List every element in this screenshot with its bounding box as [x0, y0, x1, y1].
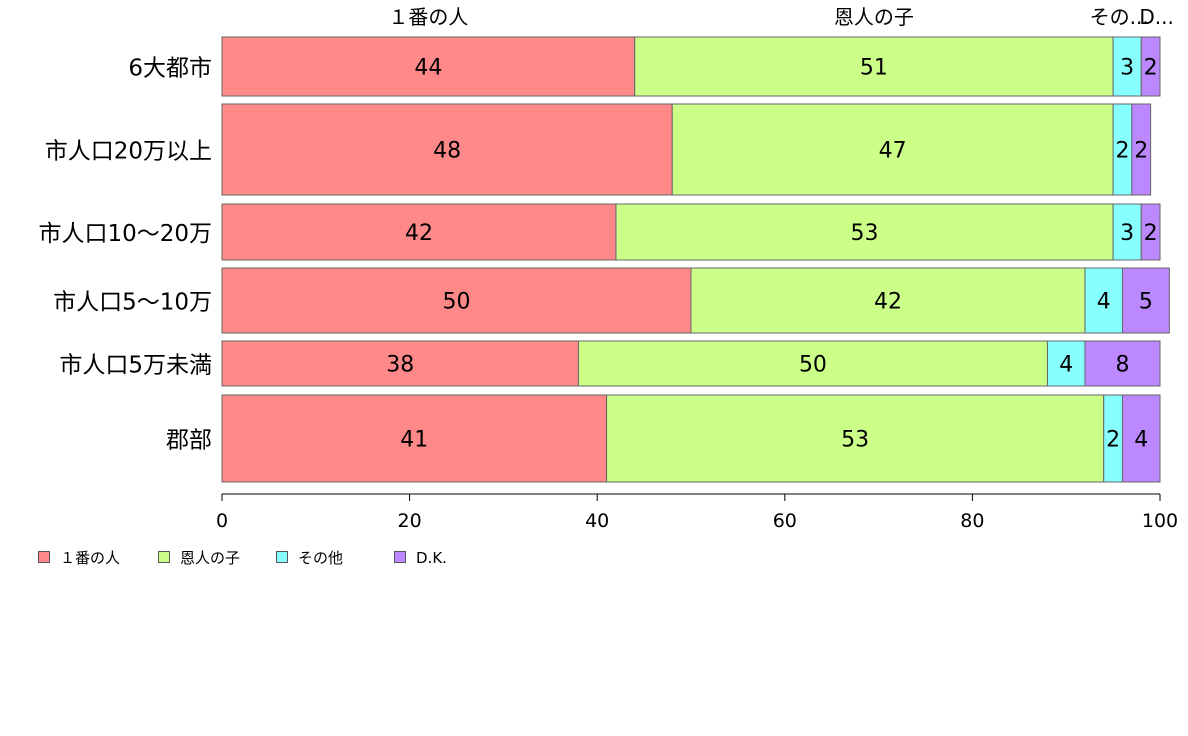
- value-label-1-3: 3: [1120, 56, 1134, 81]
- top-series-label-4: D...: [1139, 5, 1173, 29]
- value-label-6-3: 2: [1106, 428, 1120, 453]
- category-label-1: 6大都市: [128, 56, 212, 82]
- value-label-5-4: 8: [1115, 353, 1129, 378]
- value-label-6-2: 53: [841, 428, 869, 453]
- x-tick-label-4: 60: [773, 510, 797, 532]
- top-series-label-3: その...: [1090, 5, 1149, 29]
- bar-segment-5-4: [1084, 340, 1161, 387]
- bar-segment-1-1: [221, 36, 636, 97]
- x-tick-label-2: 20: [398, 510, 422, 532]
- value-label-4-3: 4: [1097, 290, 1111, 315]
- category-label-4: 市人口5～10万: [53, 290, 212, 316]
- bar-segment-3-3: [1112, 203, 1142, 261]
- legend-label-3: その他: [298, 549, 344, 567]
- value-label-5-1: 38: [386, 353, 414, 378]
- legend-swatch-1: [38, 551, 50, 563]
- x-tick-label-5: 80: [960, 510, 984, 532]
- bar-segment-3-2: [615, 203, 1114, 261]
- bar-segment-4-3: [1084, 267, 1123, 334]
- bar-segment-3-1: [221, 203, 617, 261]
- category-label-5: 市人口5万未満: [59, 353, 212, 379]
- value-label-2-1: 48: [433, 139, 461, 164]
- legend-swatch-2: [158, 551, 170, 563]
- legend-label-1: １番の人: [60, 549, 121, 567]
- value-label-2-3: 2: [1115, 139, 1129, 164]
- legend-swatch-4: [394, 551, 406, 563]
- bar-segment-4-1: [221, 267, 692, 334]
- x-tick-label-1: 0: [216, 510, 228, 532]
- bar-segment-4-4: [1121, 267, 1170, 334]
- value-label-2-4: 2: [1134, 139, 1148, 164]
- bar-segment-4-2: [690, 267, 1086, 334]
- value-label-1-2: 51: [860, 56, 888, 81]
- bar-segment-6-1: [221, 394, 608, 483]
- legend-swatch-3: [276, 551, 288, 563]
- value-label-3-4: 2: [1144, 221, 1158, 246]
- value-label-5-3: 4: [1059, 353, 1073, 378]
- category-label-6: 郡部: [166, 428, 212, 454]
- bar-segment-1-3: [1112, 36, 1142, 97]
- value-label-1-1: 44: [414, 56, 442, 81]
- top-series-label-1: １番の人: [388, 5, 468, 29]
- category-label-3: 市人口10～20万: [38, 221, 212, 247]
- value-label-3-2: 53: [851, 221, 879, 246]
- x-tick-label-6: 100: [1142, 510, 1178, 532]
- bar-segment-5-2: [577, 340, 1048, 387]
- value-label-4-2: 42: [874, 290, 902, 315]
- value-label-2-2: 47: [879, 139, 907, 164]
- value-label-3-3: 3: [1120, 221, 1134, 246]
- value-label-4-4: 5: [1139, 290, 1153, 315]
- value-label-6-1: 41: [400, 428, 428, 453]
- value-label-3-1: 42: [405, 221, 433, 246]
- bar-segment-2-1: [221, 103, 673, 196]
- value-label-6-4: 4: [1134, 428, 1148, 453]
- bar-segment-5-1: [221, 340, 579, 387]
- legend-label-4: D.K.: [416, 549, 447, 567]
- bar-segment-6-4: [1121, 394, 1161, 483]
- bar-segment-6-2: [606, 394, 1105, 483]
- bar-segment-1-2: [634, 36, 1114, 97]
- bar-segment-3-4: [1140, 203, 1161, 261]
- value-label-4-1: 50: [443, 290, 471, 315]
- legend-label-2: 恩人の子: [180, 549, 241, 567]
- top-series-label-2: 恩人の子: [834, 5, 914, 29]
- bar-segment-2-4: [1131, 103, 1152, 196]
- category-label-2: 市人口20万以上: [45, 139, 212, 165]
- value-label-1-4: 2: [1144, 56, 1158, 81]
- x-tick-label-3: 40: [585, 510, 609, 532]
- bar-segment-1-4: [1140, 36, 1161, 97]
- value-label-5-2: 50: [799, 353, 827, 378]
- bar-segment-5-3: [1046, 340, 1086, 387]
- bar-segment-2-2: [671, 103, 1114, 196]
